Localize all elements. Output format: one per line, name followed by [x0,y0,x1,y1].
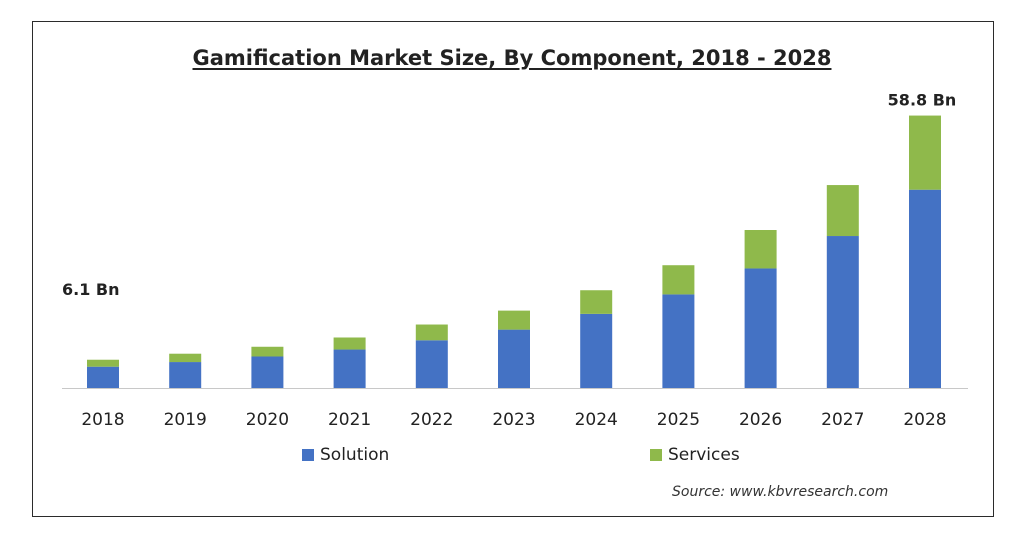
legend-swatch-solution [302,449,314,461]
x-tick-label: 2023 [492,410,535,430]
x-tick-label: 2025 [657,410,700,430]
bar-solution-2018 [87,366,119,388]
source-note: Source: www.kbvresearch.com [672,484,889,500]
data-label-2028: 58.8 Bn [888,91,957,110]
bar-services-2022 [415,324,448,341]
legend-label-solution: Solution [320,445,390,465]
x-tick-label: 2028 [903,410,946,430]
bar-services-2018 [87,359,119,367]
bar-solution-2027 [826,236,859,388]
x-tick-label: 2024 [575,410,618,430]
x-tick-label: 2018 [81,410,124,430]
bar-services-2020 [251,346,284,357]
bar-solution-2024 [580,313,613,388]
bar-services-2023 [498,310,530,330]
bar-services-2025 [662,265,695,295]
bar-solution-2028 [909,189,941,388]
bar-services-2026 [744,230,777,269]
bar-solution-2022 [415,340,448,388]
data-label-2018: 6.1 Bn [62,280,120,299]
bar-services-2027 [826,185,859,237]
bar-services-2024 [580,290,613,314]
x-tick-label: 2020 [246,410,289,430]
bar-solution-2023 [498,329,530,388]
legend-label-services: Services [668,445,740,465]
x-tick-label: 2019 [164,410,207,430]
legend-item-services: Services [650,445,740,465]
x-tick-label: 2022 [410,410,453,430]
bar-solution-2019 [169,362,202,388]
bar-services-2028 [909,115,941,190]
chart-title: Gamification Market Size, By Component, … [192,46,832,70]
x-tick-label: 2026 [739,410,782,430]
legend-swatch-services [650,449,662,461]
bar-solution-2026 [744,268,777,388]
bar-solution-2020 [251,356,284,388]
legend-item-solution: Solution [302,445,389,465]
bar-solution-2025 [662,294,695,388]
x-tick-label: 2021 [328,410,371,430]
bar-solution-2021 [333,349,366,388]
x-tick-label: 2027 [821,410,864,430]
bar-services-2019 [169,353,202,363]
bar-services-2021 [333,337,366,350]
